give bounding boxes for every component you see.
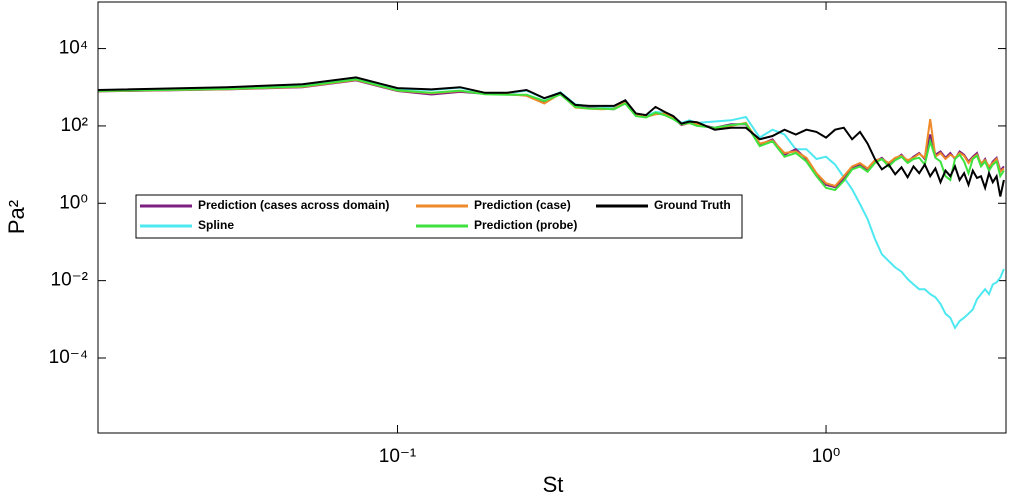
y-tick-label: 10² [61,115,88,136]
plot-frame [97,1,1007,434]
legend: Prediction (cases across domain) Predicti… [135,194,743,239]
y-tick-label: 10⁴ [59,38,88,59]
legend-label: Prediction (cases across domain) [198,198,389,212]
legend-label: Prediction (probe) [474,218,577,232]
legend-box [135,194,743,239]
y-tick-label: 10⁰ [59,192,88,213]
y-tick-label: 10⁻² [51,270,89,291]
series-line [98,78,1005,192]
x-tick-label: 10⁻¹ [379,446,417,467]
legend-label: Ground Truth [654,198,731,212]
legend-label: Spline [198,218,234,232]
y-tick-label: 10⁻⁴ [49,347,88,368]
x-axis-label: St [543,472,564,497]
legend-label: Prediction (case) [474,198,571,212]
x-tick-label: 10⁰ [812,446,841,467]
series-line [98,76,1005,197]
y-axis-label: Pa² [4,200,29,234]
